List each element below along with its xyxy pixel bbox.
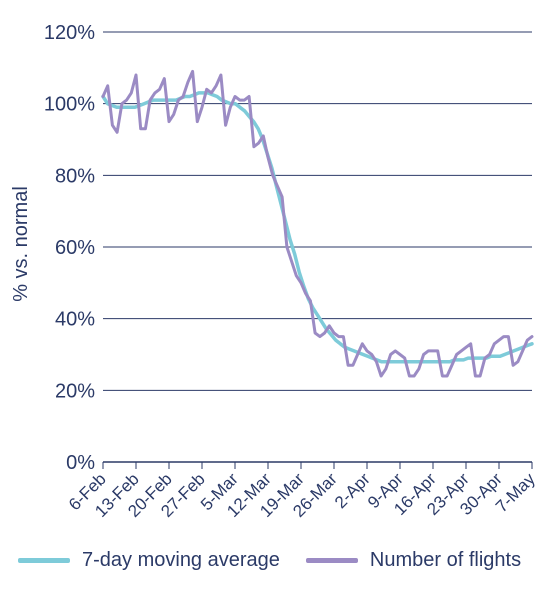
y-axis-label: % vs. normal [10,186,32,302]
y-tick-label: 40% [55,309,95,331]
gridlines [102,31,533,469]
series-line-moving-average [101,91,534,364]
x-tick-label: 2-Apr [331,469,374,512]
legend-item-flights: Number of flights [305,548,522,572]
y-tick-label: 20% [55,380,95,402]
x-tick-labels: 6-Feb13-Feb20-Feb27-Feb5-Mar12-Mar19-Mar… [65,469,539,521]
y-tick-label: 0% [66,452,95,474]
y-tick-label: 80% [55,165,95,187]
legend: 7-day moving average Number of flights [18,546,548,574]
y-tick-label: 100% [44,94,95,116]
y-tick-label: 120% [44,22,95,44]
legend-swatch-moving-average [18,557,70,563]
series-line-flights [101,69,534,378]
legend-label-moving-average: 7-day moving average [82,548,280,571]
y-tick-labels: 0% 20% 40% 60% 80% 100% 120% [44,22,95,474]
y-tick-label: 60% [55,237,95,259]
series-lines [101,69,534,378]
legend-item-moving-average: 7-day moving average [18,549,280,572]
legend-label-flights: Number of flights [369,548,522,571]
legend-swatch-flights [305,557,358,563]
